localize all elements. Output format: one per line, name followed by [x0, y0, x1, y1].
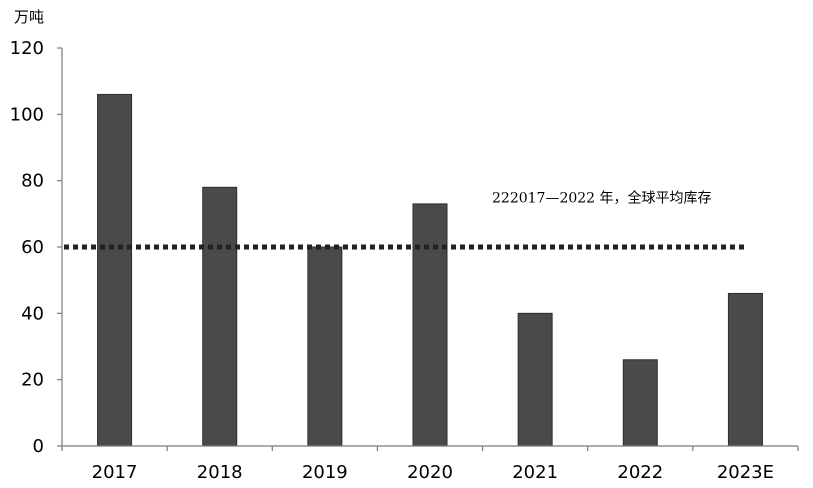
bar-2023E — [727, 292, 763, 447]
bar-2019 — [307, 246, 343, 447]
bar-2017 — [97, 93, 133, 447]
y-tick-label: 20 — [21, 370, 44, 391]
bars — [97, 93, 763, 447]
average-inventory-label: 222017—2022 年，全球平均库存 — [492, 189, 712, 206]
bar-2020 — [412, 203, 448, 447]
axes — [61, 48, 798, 447]
x-tick-label: 2022 — [617, 462, 663, 483]
bar-2022 — [622, 359, 658, 447]
y-tick-label: 100 — [10, 104, 44, 125]
x-tick-label: 2017 — [92, 462, 138, 483]
y-tick-label: 0 — [33, 436, 44, 457]
y-tick-label: 60 — [21, 237, 44, 258]
x-tick-label: 2020 — [407, 462, 453, 483]
x-tick-label: 2018 — [197, 462, 243, 483]
bar-2021 — [517, 312, 553, 447]
x-tick-label: 2019 — [302, 462, 348, 483]
y-axis-ticks: 0 20 40 60 80 100 120 — [10, 38, 62, 457]
y-tick-label: 120 — [10, 38, 44, 59]
y-tick-label: 40 — [21, 303, 44, 324]
bar-2018 — [202, 186, 238, 447]
x-tick-label: 2021 — [512, 462, 558, 483]
y-axis-unit-label: 万吨 — [14, 8, 44, 26]
x-tick-label: 2023E — [717, 462, 774, 483]
reference-line-group: 222017—2022 年，全球平均库存 — [64, 189, 748, 250]
y-tick-label: 80 — [21, 171, 44, 192]
x-axis-ticks: 2017 2018 2019 2020 2021 2022 2023E — [61, 446, 799, 483]
